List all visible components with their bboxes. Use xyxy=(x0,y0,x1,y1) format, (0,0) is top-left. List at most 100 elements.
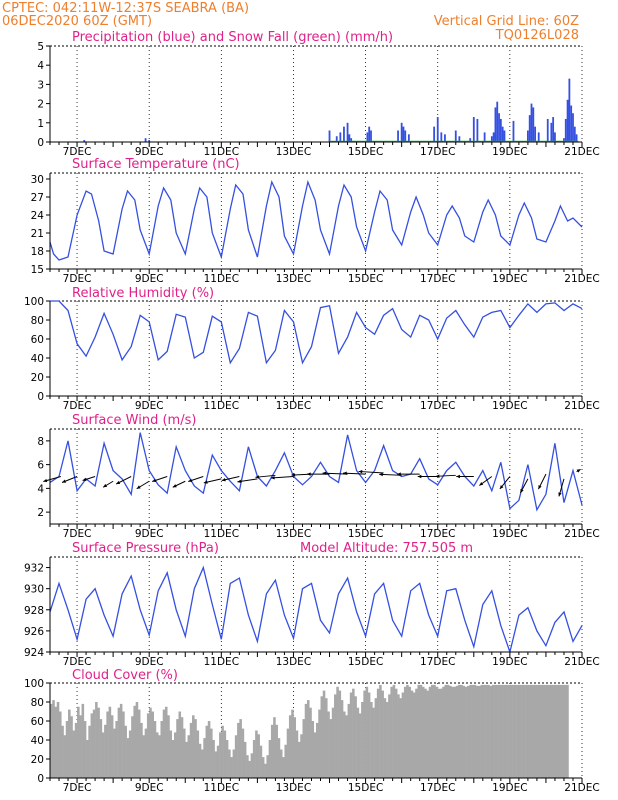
wind-line xyxy=(49,432,583,512)
cloud-bar xyxy=(212,740,215,778)
cloud-bar xyxy=(467,685,470,778)
precip-bar xyxy=(339,132,342,142)
y-tick-label: 21 xyxy=(31,228,44,240)
cloud-bar xyxy=(234,735,238,778)
x-tick-label: 15DEC xyxy=(348,656,383,668)
cloud-bar xyxy=(426,690,430,778)
precip-bar xyxy=(366,132,369,142)
x-tick-label: 7DEC xyxy=(63,528,92,540)
cloud-bar xyxy=(385,702,389,778)
y-tick-label: 2 xyxy=(37,507,44,519)
cloud-bar xyxy=(311,721,315,778)
cloud-bar xyxy=(559,684,563,778)
x-tick-label: 9DEC xyxy=(135,656,164,668)
x-tick-label: 15DEC xyxy=(348,400,383,412)
y-tick-label: 80 xyxy=(31,315,44,327)
precip-bar xyxy=(148,140,151,142)
cloud-bar xyxy=(81,703,85,778)
wind-vector-head xyxy=(103,483,108,488)
precip-bar xyxy=(534,126,537,142)
cloud-bar xyxy=(173,732,177,778)
precip-bar xyxy=(444,134,446,142)
precip-bar xyxy=(564,118,567,142)
cloud-bar xyxy=(205,725,209,778)
cloud-bar xyxy=(322,690,326,778)
cloud-bar xyxy=(164,706,168,778)
cloud-bar xyxy=(176,719,179,778)
cloud-bar xyxy=(563,684,567,778)
y-tick-label: 15 xyxy=(31,264,44,276)
cloud-bar xyxy=(149,707,152,778)
cloud-bar xyxy=(167,715,170,778)
cloud-bar xyxy=(230,757,233,778)
cloud-bar xyxy=(473,684,477,778)
precip-bar xyxy=(568,78,571,142)
cloud-bar xyxy=(554,684,558,778)
cloud-bar xyxy=(268,740,272,778)
wind-vector xyxy=(379,473,402,476)
wind-vector-head xyxy=(343,471,347,476)
cloud-bar xyxy=(110,715,114,778)
cloud-bar xyxy=(482,684,486,778)
cloud-bar xyxy=(178,711,182,778)
x-tick-label: 9DEC xyxy=(135,782,164,794)
cloud-bar xyxy=(128,730,132,778)
cloud-bar xyxy=(140,722,143,778)
cloud-bar xyxy=(119,703,123,778)
cloud-bar xyxy=(327,711,330,778)
cloud-bar xyxy=(347,703,351,778)
wind-vector-head xyxy=(136,485,141,489)
cloud-bar xyxy=(284,744,287,778)
panel-title-cloud: Cloud Cover (%) xyxy=(72,668,178,683)
wind-vector-head xyxy=(479,481,484,486)
cloud-bar xyxy=(192,715,195,778)
x-tick-label: 15DEC xyxy=(348,146,383,158)
cloud-bar xyxy=(275,724,278,778)
panel-cloud: 0 20 40 60 80 100 7DEC 9DEC 11DEC 13DEC 15DEC 17DEC… xyxy=(24,678,600,794)
precip-bar xyxy=(530,103,533,142)
panel-title-temp: Surface Temperature (nC) xyxy=(72,157,240,172)
cloud-bar xyxy=(399,698,402,778)
cloud-bar xyxy=(476,685,479,778)
cloud-bar xyxy=(309,707,312,778)
y-tick-label: 1 xyxy=(37,118,44,130)
cloud-bar xyxy=(86,740,89,778)
cloud-bar xyxy=(65,721,69,778)
y-tick-label: 8 xyxy=(37,436,44,448)
x-tick-label: 15DEC xyxy=(348,273,383,285)
wind-vector-head xyxy=(255,475,260,479)
cloud-bar xyxy=(221,725,224,778)
cloud-bar xyxy=(464,686,468,778)
cloud-bar xyxy=(525,684,529,778)
cloud-bar xyxy=(133,705,136,778)
panel-wind: 2 4 6 8 7DEC 9DEC 11DEC 13DEC 15DEC 17DEC 19DEC 21D… xyxy=(37,428,600,540)
cloud-bar xyxy=(79,715,82,778)
y-tick-label: 20 xyxy=(31,372,44,384)
wind-vector-head xyxy=(221,478,226,482)
cloud-bar xyxy=(451,686,454,778)
panel-title-rh: Relative Humidity (%) xyxy=(72,286,214,301)
cloud-bar xyxy=(261,757,265,778)
cloud-bar xyxy=(485,684,488,778)
cloud-bar xyxy=(313,732,317,778)
x-tick-label: 17DEC xyxy=(420,656,455,668)
cloud-bar xyxy=(297,741,301,778)
cloud-bar xyxy=(101,732,105,778)
temp-line xyxy=(49,179,583,261)
cloud-bar xyxy=(122,711,125,778)
wind-vector-head xyxy=(520,488,524,493)
x-tick-label: 21DEC xyxy=(564,400,599,412)
cloud-bar xyxy=(291,709,294,778)
panel-title-wind: Surface Wind (m/s) xyxy=(72,413,196,428)
y-tick-label: 40 xyxy=(31,735,44,747)
cloud-bar xyxy=(505,684,508,778)
cloud-bar xyxy=(354,696,357,778)
x-tick-label: 13DEC xyxy=(276,273,311,285)
cloud-bar xyxy=(458,684,461,778)
cloud-bar xyxy=(248,760,251,778)
header-run-date: 06DEC2020 60Z (GMT) xyxy=(2,14,152,29)
cloud-bar xyxy=(550,684,553,778)
cloud-bar xyxy=(124,725,127,778)
cloud-bar xyxy=(252,740,256,778)
cloud-bar xyxy=(97,707,100,778)
